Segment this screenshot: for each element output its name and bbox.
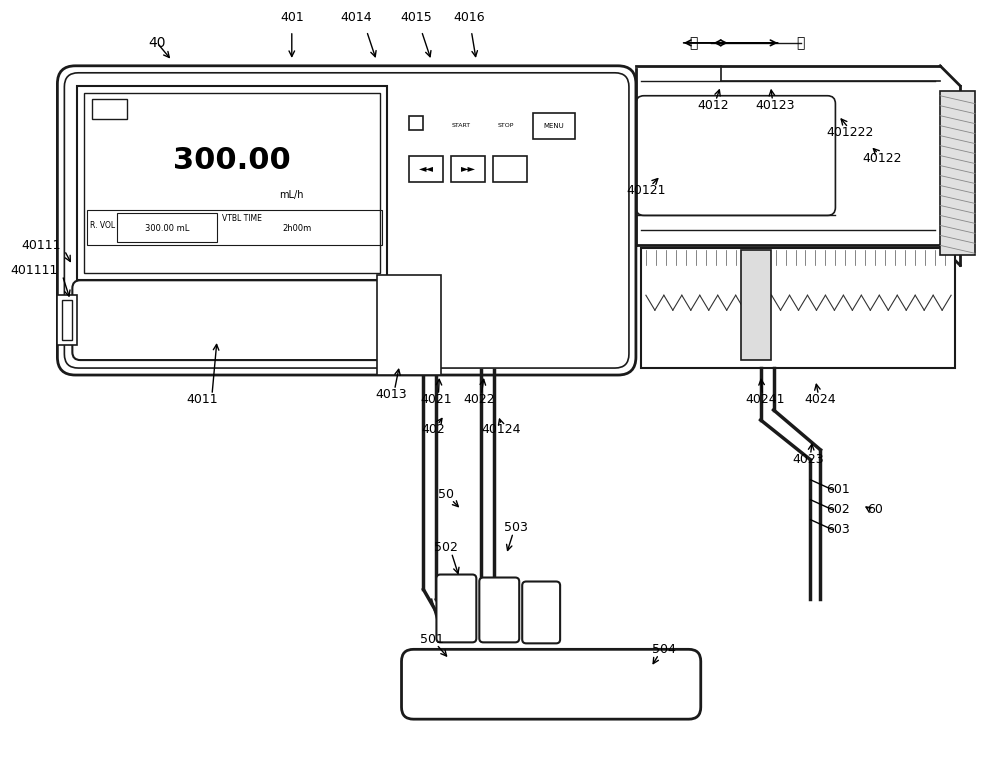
Text: 402: 402 [422,424,445,437]
Text: 401111: 401111 [10,264,57,277]
Text: R. VOL: R. VOL [90,221,115,230]
Text: 502: 502 [434,541,458,554]
Text: 401: 401 [280,12,304,25]
Bar [409,116,423,130]
Text: ►►: ►► [461,164,476,174]
Bar [87,210,382,245]
Text: 后: 后 [796,36,805,50]
Text: 50: 50 [438,489,454,501]
Bar [533,113,575,138]
Text: 401222: 401222 [827,126,874,139]
Text: 601: 601 [827,483,850,496]
Text: 4024: 4024 [805,393,836,407]
Bar [409,155,443,182]
FancyBboxPatch shape [522,581,560,643]
FancyBboxPatch shape [72,281,387,360]
Text: 40241: 40241 [746,393,785,407]
Bar [57,295,77,345]
Text: 4021: 4021 [421,393,452,407]
Text: ◄◄: ◄◄ [419,164,434,174]
Text: START: START [452,123,471,128]
Text: 4011: 4011 [186,393,218,407]
Bar [641,248,955,368]
Text: mL/h: mL/h [280,190,304,200]
Text: 300.00: 300.00 [173,146,291,175]
Text: 4014: 4014 [341,12,372,25]
Text: 40123: 40123 [756,99,795,112]
Bar [741,250,771,360]
Text: 503: 503 [504,521,528,534]
Text: 4023: 4023 [793,453,824,466]
Text: 4016: 4016 [454,12,485,25]
FancyBboxPatch shape [479,577,519,642]
Text: 4013: 4013 [376,389,407,401]
Bar [382,281,436,370]
Bar [377,275,441,375]
Text: 4012: 4012 [697,99,729,112]
Text: 4015: 4015 [401,12,432,25]
Bar [392,285,426,365]
Text: 603: 603 [827,523,850,536]
Bar [84,93,380,274]
FancyBboxPatch shape [636,96,835,216]
Text: 40122: 40122 [863,152,902,165]
Text: MENU: MENU [544,123,565,128]
FancyBboxPatch shape [436,574,476,642]
Text: 4022: 4022 [464,393,495,407]
Bar [117,213,217,243]
FancyBboxPatch shape [64,73,629,368]
Text: 501: 501 [420,633,443,646]
Text: 602: 602 [827,503,850,516]
Text: VTBL TIME: VTBL TIME [222,214,262,223]
Bar [62,300,72,340]
Text: 60: 60 [867,503,883,516]
Text: 40111: 40111 [21,239,60,252]
Text: 504: 504 [652,643,676,656]
Bar [77,86,387,281]
Text: 40121: 40121 [626,184,666,197]
Text: 300.00 mL: 300.00 mL [145,224,189,233]
Text: STOP: STOP [498,123,514,128]
Bar [940,90,975,255]
Text: 40: 40 [148,36,166,50]
FancyBboxPatch shape [57,66,636,375]
Bar [451,155,485,182]
Text: 前: 前 [690,36,698,50]
Bar [92,99,127,119]
Text: 40124: 40124 [482,424,521,437]
Text: 2h00m: 2h00m [282,224,311,233]
FancyBboxPatch shape [402,649,701,719]
Bar [493,155,527,182]
